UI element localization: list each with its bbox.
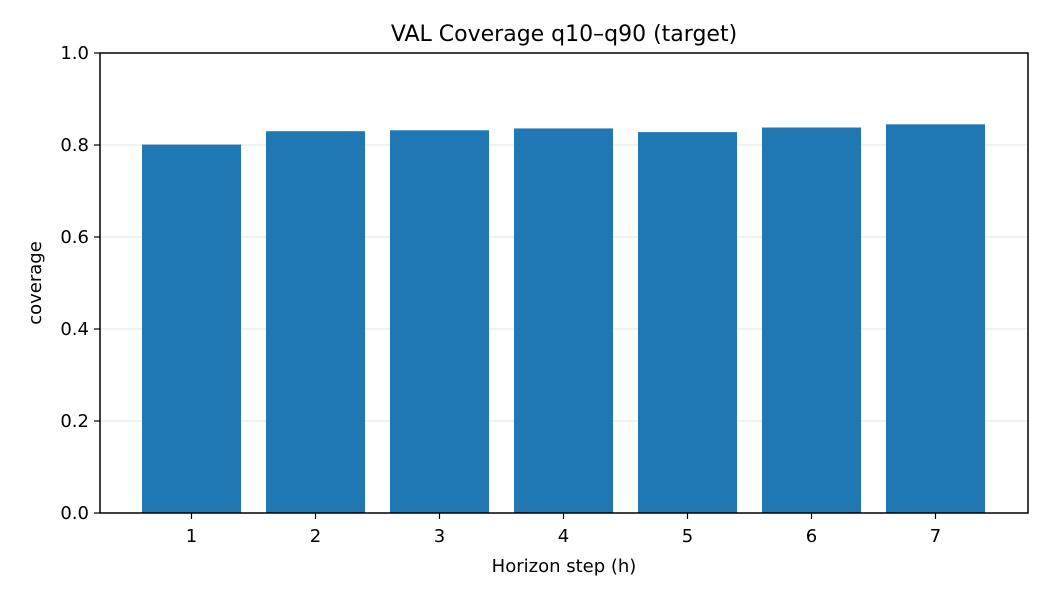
- y-tick-label: 1.0: [60, 43, 89, 64]
- bar-h2: [266, 131, 365, 513]
- x-tick-label: 6: [806, 526, 817, 547]
- chart-title: VAL Coverage q10–q90 (target): [391, 22, 737, 47]
- y-tick-label: 0.6: [60, 227, 89, 248]
- bar-h7: [886, 124, 985, 514]
- bar-h5: [638, 132, 737, 513]
- y-tick-label: 0.2: [60, 411, 89, 432]
- x-tick-label: 7: [930, 526, 941, 547]
- y-tick-label: 0.4: [60, 319, 89, 340]
- x-tick-label: 3: [434, 526, 445, 547]
- x-axis-label: Horizon step (h): [492, 556, 637, 577]
- x-tick-label: 4: [558, 526, 569, 547]
- x-tick-label: 2: [310, 526, 321, 547]
- x-tick-label: 1: [186, 526, 197, 547]
- y-axis-label: coverage: [25, 241, 46, 325]
- y-axis: 0.0 0.2 0.4 0.6 0.8 1.0: [60, 43, 100, 524]
- bars: [142, 124, 985, 514]
- bar-h4: [514, 128, 613, 513]
- bar-h3: [390, 130, 489, 513]
- bar-h6: [762, 127, 861, 514]
- y-tick-label: 0.0: [60, 503, 89, 524]
- x-axis: 1 2 3 4 5 6 7: [186, 513, 941, 547]
- y-tick-label: 0.8: [60, 135, 89, 156]
- bar-h1: [142, 144, 241, 514]
- x-tick-label: 5: [682, 526, 693, 547]
